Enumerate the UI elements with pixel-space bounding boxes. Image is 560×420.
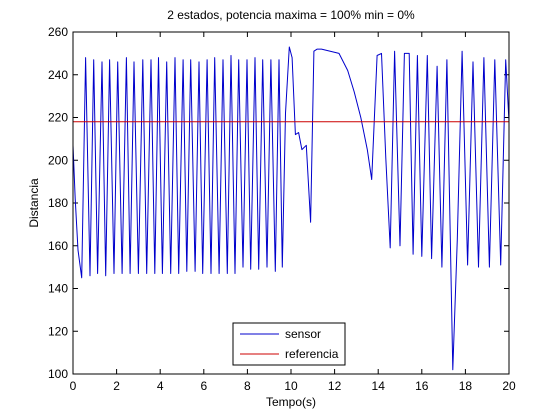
legend: sensor referencia	[232, 322, 346, 366]
legend-box	[232, 322, 346, 366]
x-tick-label: 18	[459, 379, 473, 393]
x-tick-label: 16	[415, 379, 429, 393]
y-tick-label: 240	[48, 68, 68, 82]
x-tick-label: 20	[502, 379, 516, 393]
x-tick-label: 8	[244, 379, 251, 393]
y-tick-label: 160	[48, 239, 68, 253]
x-tick-label: 14	[372, 379, 386, 393]
legend-label-sensor: sensor	[285, 327, 321, 341]
legend-label-referencia: referencia	[285, 347, 339, 361]
y-tick-label: 220	[48, 111, 68, 125]
series-layer	[72, 46, 510, 371]
y-tick-label: 120	[48, 324, 68, 338]
x-tick-label: 6	[200, 379, 207, 393]
x-tick-label: 2	[113, 379, 120, 393]
y-tick-label: 140	[48, 282, 68, 296]
x-tick-label: 10	[284, 379, 298, 393]
y-tick-label: 260	[48, 25, 68, 39]
plot-frame	[72, 31, 510, 375]
y-tick-label: 100	[48, 367, 68, 381]
x-axis-label: Tempo(s)	[266, 395, 316, 409]
chart-title: 2 estados, potencia maxima = 100% min = …	[167, 8, 415, 22]
x-tick-label: 12	[328, 379, 342, 393]
y-tick-label: 180	[48, 196, 68, 210]
y-axis-label: Distancia	[27, 178, 41, 228]
x-tick-label: 4	[157, 379, 164, 393]
series-line-sensor	[72, 46, 510, 371]
axis-ticks: 0 2 4 6 8 10 12 14 16 18 20 100 120 140 160 180 200 220 24…	[48, 25, 516, 393]
y-tick-label: 200	[48, 153, 68, 167]
x-tick-label: 0	[70, 379, 77, 393]
